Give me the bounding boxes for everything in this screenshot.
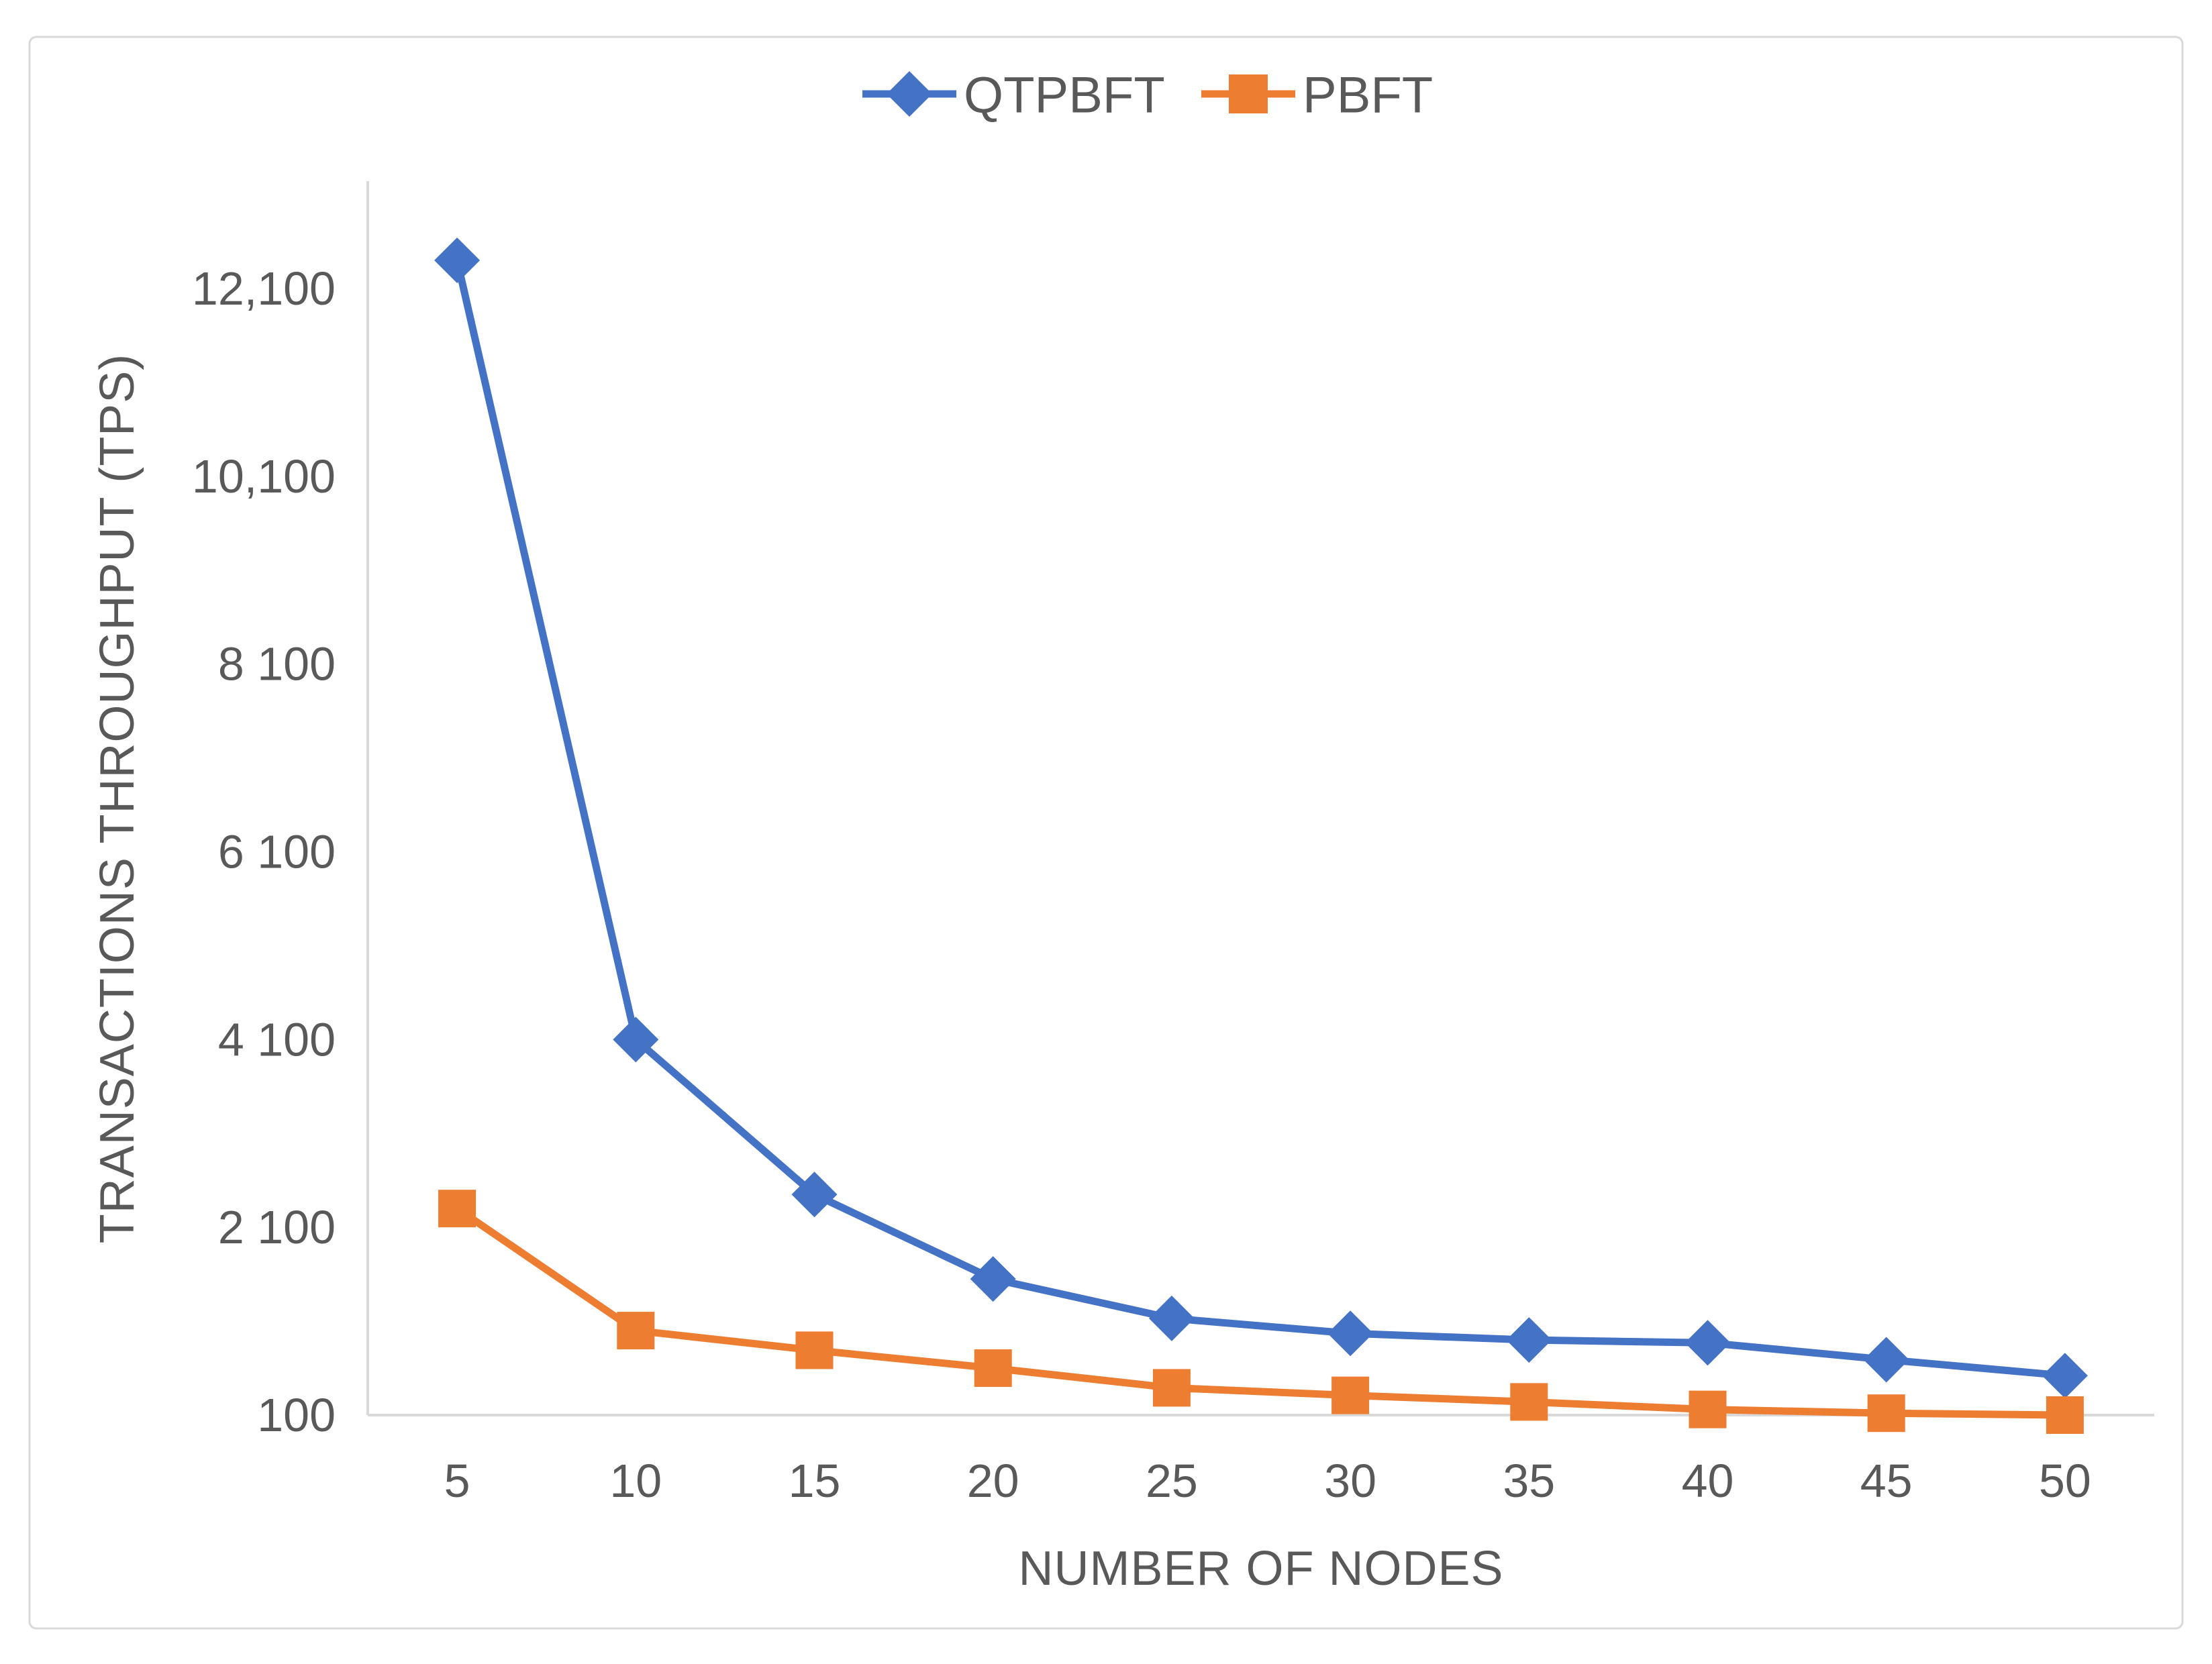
legend-item-qtpbft: QTPBFT bbox=[862, 67, 1165, 124]
marker-pbft-5 bbox=[438, 1190, 476, 1228]
y-axis-tick-labels: 100 2 100 4 100 6 100 8 100 10,100 12,100 bbox=[192, 262, 336, 1441]
x-tick-label: 35 bbox=[1503, 1455, 1555, 1507]
chart-border bbox=[28, 36, 2184, 1630]
marker-qtpbft-40 bbox=[1685, 1320, 1731, 1366]
marker-qtpbft-50 bbox=[2042, 1353, 2088, 1399]
x-tick-label: 25 bbox=[1146, 1455, 1198, 1507]
series-line-qtpbft bbox=[453, 259, 2066, 1380]
x-tick-label: 20 bbox=[967, 1455, 1019, 1507]
marker-qtpbft-45 bbox=[1863, 1337, 1909, 1383]
y-tick-label: 6 100 bbox=[218, 825, 336, 878]
marker-qtpbft-30 bbox=[1327, 1310, 1374, 1357]
pbft-legend-square-icon bbox=[1229, 74, 1268, 113]
marker-qtpbft-20 bbox=[970, 1256, 1016, 1302]
y-tick-label: 4 100 bbox=[218, 1013, 336, 1065]
marker-pbft-25 bbox=[1152, 1369, 1191, 1407]
marker-pbft-30 bbox=[1331, 1376, 1370, 1414]
marker-qtpbft-5 bbox=[434, 237, 481, 283]
marker-pbft-40 bbox=[1689, 1390, 1727, 1428]
x-tick-label: 40 bbox=[1682, 1455, 1734, 1507]
marker-pbft-10 bbox=[617, 1312, 655, 1350]
x-axis-tick-labels: 5 10 15 20 25 30 35 40 45 50 bbox=[444, 1455, 2091, 1507]
legend-label-pbft: PBFT bbox=[1303, 67, 1433, 124]
marker-pbft-50 bbox=[2046, 1396, 2084, 1434]
marker-qtpbft-10 bbox=[613, 1017, 659, 1063]
legend-label-qtpbft: QTPBFT bbox=[964, 67, 1165, 124]
x-tick-label: 30 bbox=[1324, 1455, 1376, 1507]
x-tick-label: 10 bbox=[609, 1455, 662, 1507]
x-tick-label: 50 bbox=[2039, 1455, 2091, 1507]
x-tick-label: 5 bbox=[444, 1455, 470, 1507]
y-tick-label: 8 100 bbox=[218, 638, 336, 690]
marker-pbft-45 bbox=[1867, 1394, 1905, 1433]
marker-pbft-35 bbox=[1510, 1383, 1548, 1421]
x-axis-title: NUMBER OF NODES bbox=[1018, 1542, 1503, 1596]
plot-series bbox=[434, 237, 2088, 1434]
y-tick-label: 100 bbox=[257, 1389, 336, 1441]
x-tick-label: 45 bbox=[1860, 1455, 1913, 1507]
marker-qtpbft-35 bbox=[1506, 1317, 1552, 1363]
marker-qtpbft-25 bbox=[1148, 1295, 1195, 1341]
marker-pbft-20 bbox=[974, 1349, 1012, 1388]
y-axis-title: TRANSACTIONS THROUGHPUT (TPS) bbox=[91, 354, 144, 1243]
y-tick-label: 10,100 bbox=[192, 450, 336, 503]
marker-pbft-15 bbox=[795, 1331, 834, 1369]
marker-qtpbft-15 bbox=[791, 1172, 838, 1218]
qtpbft-legend-diamond-icon bbox=[887, 71, 932, 117]
y-tick-label: 12,100 bbox=[192, 262, 336, 315]
y-tick-label: 2 100 bbox=[218, 1201, 336, 1253]
series-line-pbft bbox=[454, 1205, 2065, 1419]
x-tick-label: 15 bbox=[789, 1455, 841, 1507]
legend-item-pbft: PBFT bbox=[1201, 67, 1433, 124]
legend: QTPBFT PBFT bbox=[862, 67, 1433, 124]
